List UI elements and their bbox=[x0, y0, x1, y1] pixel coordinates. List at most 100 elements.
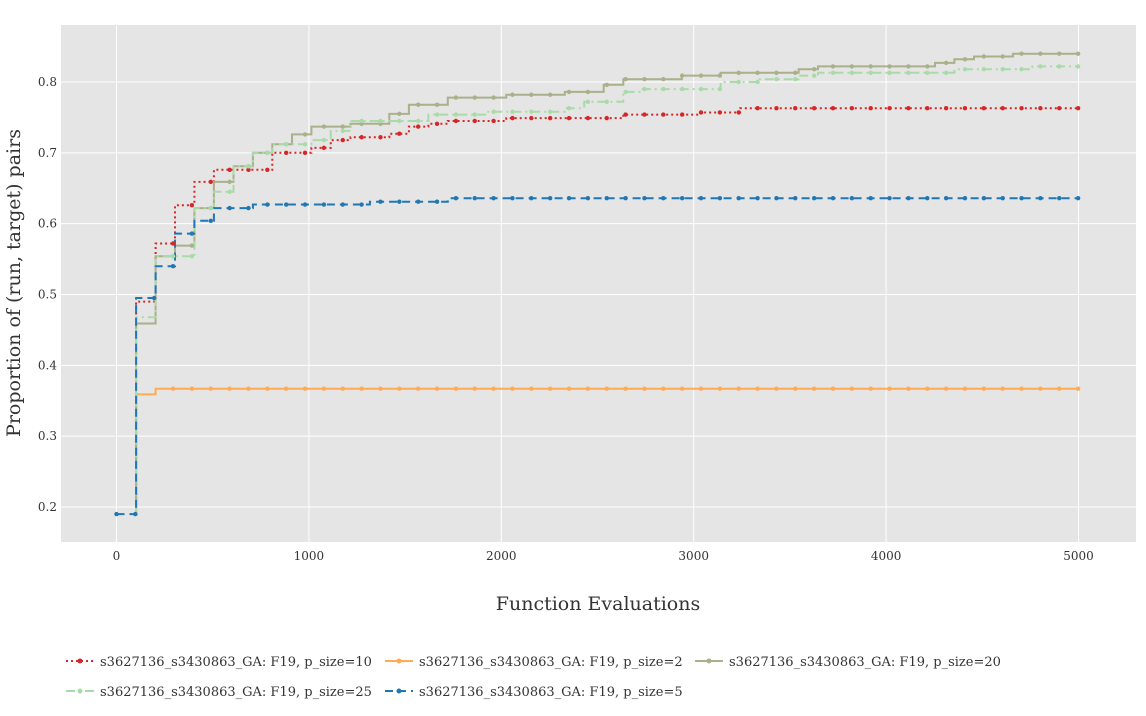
series-marker bbox=[755, 79, 760, 85]
series-marker bbox=[1057, 195, 1062, 201]
legend-label: s3627136_s3430863_GA: F19, p_size=10 bbox=[100, 655, 372, 670]
series-marker bbox=[698, 386, 704, 391]
series-marker bbox=[227, 167, 232, 173]
series-marker bbox=[453, 195, 459, 201]
series-marker bbox=[415, 118, 421, 124]
series-marker bbox=[1000, 106, 1005, 111]
series-marker bbox=[793, 106, 798, 111]
series-marker bbox=[717, 386, 723, 391]
series-marker bbox=[1057, 51, 1062, 56]
x-tick-label: 2000 bbox=[486, 549, 517, 563]
legend: s3627136_s3430863_GA: F19, p_size=10 s362… bbox=[66, 655, 1001, 700]
series-marker bbox=[736, 79, 741, 85]
series-marker bbox=[887, 64, 892, 69]
legend-item[interactable]: s3627136_s3430863_GA: F19, p_size=10 bbox=[66, 655, 372, 670]
y-axis-title: Proportion of (run, target) pairs bbox=[3, 129, 25, 437]
series-marker bbox=[359, 386, 364, 391]
series-marker bbox=[849, 106, 855, 111]
y-tick-label: 0.7 bbox=[38, 146, 57, 160]
series-line bbox=[135, 107, 1079, 516]
series-marker bbox=[925, 70, 930, 75]
series-markers bbox=[114, 51, 1081, 517]
series-marker bbox=[491, 95, 496, 100]
series-marker bbox=[1057, 64, 1062, 69]
series-marker bbox=[849, 195, 855, 201]
series-marker bbox=[868, 64, 873, 69]
legend-item[interactable]: s3627136_s3430863_GA: F19, p_size=5 bbox=[385, 685, 683, 700]
series-marker bbox=[453, 118, 459, 124]
series-marker bbox=[208, 205, 213, 211]
series-marker bbox=[491, 386, 496, 391]
series-marker bbox=[340, 202, 345, 207]
series-marker bbox=[793, 76, 798, 82]
series-marker bbox=[679, 73, 685, 78]
series-marker bbox=[943, 60, 949, 66]
legend-item[interactable]: s3627136_s3430863_GA: F19, p_size=20 bbox=[695, 655, 1001, 670]
series-marker bbox=[302, 386, 308, 391]
series-marker bbox=[774, 195, 779, 201]
series-marker bbox=[830, 106, 836, 111]
series-marker bbox=[604, 386, 609, 391]
series-marker bbox=[566, 89, 572, 95]
legend-item[interactable]: s3627136_s3430863_GA: F19, p_size=25 bbox=[66, 685, 372, 700]
series-marker bbox=[1019, 51, 1024, 56]
series-marker bbox=[661, 112, 666, 117]
series-marker bbox=[943, 70, 949, 75]
series-marker bbox=[661, 86, 666, 92]
series-marker bbox=[472, 195, 477, 201]
series-marker bbox=[642, 386, 647, 391]
series-marker bbox=[585, 99, 591, 105]
series-marker bbox=[1057, 106, 1062, 111]
series-marker bbox=[642, 86, 647, 92]
series-marker bbox=[453, 386, 459, 391]
series-marker bbox=[529, 386, 534, 391]
series-marker bbox=[811, 195, 817, 201]
series-marker bbox=[811, 67, 817, 72]
series-marker bbox=[547, 386, 553, 391]
series-marker bbox=[981, 106, 987, 111]
x-axis-title: Function Evaluations bbox=[496, 593, 700, 615]
series-marker bbox=[868, 386, 873, 391]
legend-marker bbox=[77, 658, 83, 664]
legend-marker bbox=[77, 688, 83, 694]
series-marker bbox=[774, 70, 779, 75]
series-marker bbox=[434, 112, 440, 117]
series-marker bbox=[378, 386, 383, 391]
series-marker bbox=[510, 115, 515, 121]
series-marker bbox=[453, 95, 459, 100]
series-marker bbox=[661, 76, 666, 82]
series-marker bbox=[529, 109, 534, 114]
series-marker bbox=[604, 115, 609, 121]
series-marker bbox=[170, 241, 176, 246]
series-marker bbox=[849, 386, 855, 391]
series-marker bbox=[1038, 106, 1043, 111]
series-marker bbox=[189, 243, 195, 248]
series-marker bbox=[491, 118, 496, 124]
series-marker bbox=[302, 202, 308, 207]
series-marker bbox=[661, 386, 666, 391]
series-marker bbox=[510, 195, 515, 201]
x-tick-label: 4000 bbox=[871, 549, 902, 563]
series-marker bbox=[585, 115, 591, 121]
series-marker bbox=[793, 195, 798, 201]
plot-background bbox=[61, 25, 1136, 542]
series-marker bbox=[359, 202, 364, 207]
series-marker bbox=[736, 195, 741, 201]
legend-label: s3627136_s3430863_GA: F19, p_size=5 bbox=[419, 685, 683, 700]
series-marker bbox=[830, 64, 836, 69]
series-marker bbox=[774, 106, 779, 111]
series-marker bbox=[981, 54, 987, 59]
series-marker bbox=[962, 195, 968, 201]
series-marker bbox=[755, 386, 760, 391]
series-marker bbox=[321, 124, 327, 129]
y-tick-label: 0.2 bbox=[38, 500, 57, 514]
series-marker bbox=[717, 86, 723, 92]
series-marker bbox=[491, 195, 496, 201]
series-marker bbox=[849, 70, 855, 75]
series-marker bbox=[906, 106, 911, 111]
legend-item[interactable]: s3627136_s3430863_GA: F19, p_size=2 bbox=[385, 655, 683, 670]
series-marker bbox=[642, 195, 647, 201]
series-marker bbox=[1019, 386, 1024, 391]
series-marker bbox=[472, 118, 477, 124]
